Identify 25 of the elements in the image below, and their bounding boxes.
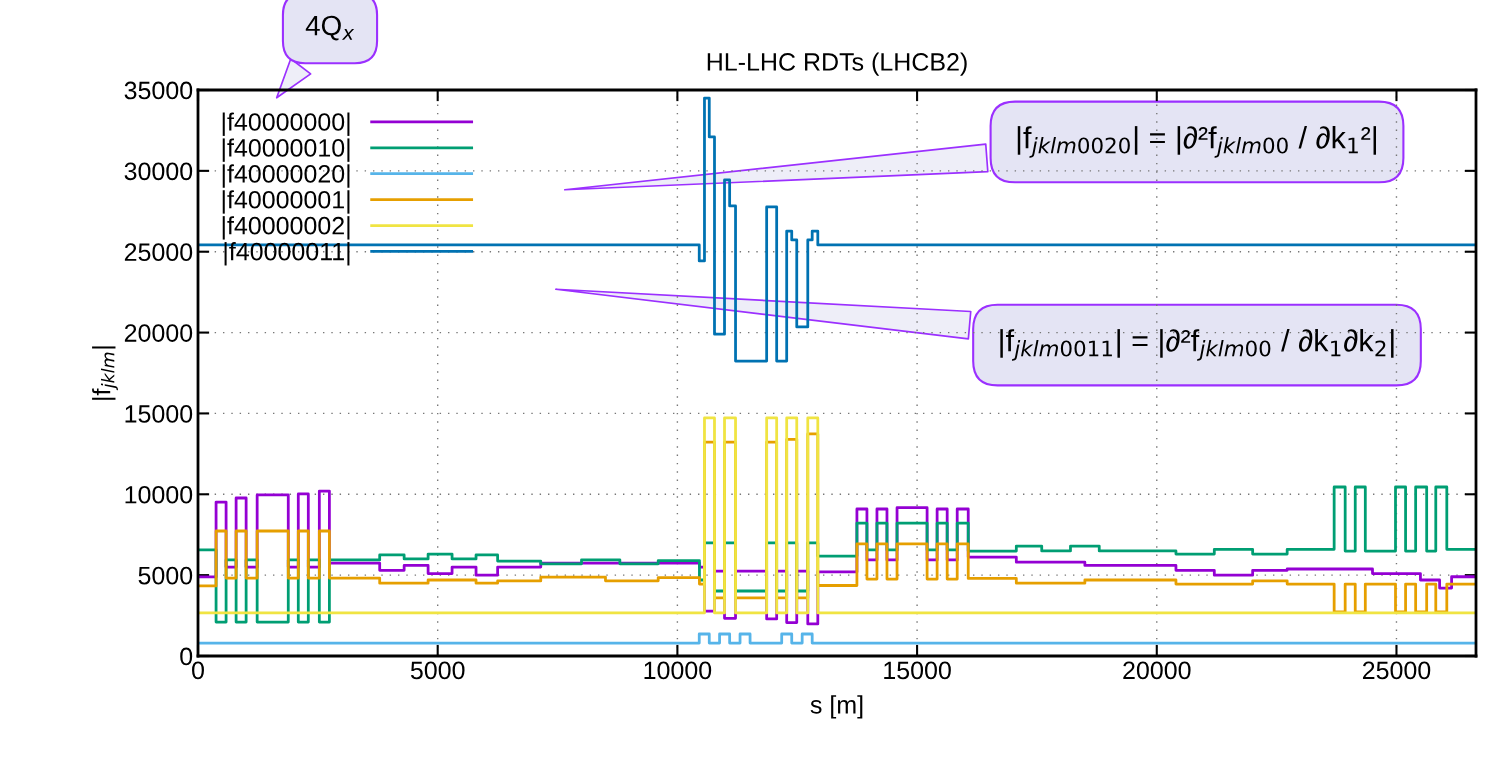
x-tick-label: 15000 <box>884 661 951 680</box>
y-tick-label: 5000 <box>138 566 193 585</box>
annotation: |f$_{jklm0020}$| = |∂²f$_{jklm00}$ / ∂k$_{1}$²| <box>1017 126 1377 158</box>
chart-title: HL-LHC RDTs (LHCB2) <box>707 52 967 76</box>
legend-label: |f40000010| <box>222 138 350 162</box>
y-tick-label: 30000 <box>124 162 193 181</box>
y-tick-label: 35000 <box>124 81 193 100</box>
legend-label: |f40000001| <box>222 190 350 214</box>
text: |f$_{jklm0011}$| = |∂²f$_{jklm00}$ / ∂k$_{1}$∂k$_{2}$| <box>1000 329 1394 361</box>
text: 4Q$_{x}$ <box>305 15 355 41</box>
y-tick-label: 10000 <box>125 485 193 504</box>
y-tick-label: 25000 <box>124 243 193 262</box>
y-axis-title: |f$_{jklm}$| <box>92 346 118 400</box>
legend-label: |f40000000| <box>222 112 350 136</box>
x-tick-label: 5000 <box>410 661 465 680</box>
y-tick-label: 20000 <box>124 324 193 342</box>
x-tick-label: 10000 <box>644 661 712 680</box>
legend-label: |f40000020| <box>222 164 350 188</box>
y-tick-label: 15000 <box>125 405 193 423</box>
x-axis-title: s [m] <box>810 695 863 719</box>
x-tick-label: 20000 <box>1123 661 1191 680</box>
legend-label: |f40000011| <box>224 242 350 266</box>
x-tick-label: 25000 <box>1362 661 1431 680</box>
y-tick-label: 0 <box>180 647 193 666</box>
legend-label: |f40000002| <box>222 216 350 240</box>
